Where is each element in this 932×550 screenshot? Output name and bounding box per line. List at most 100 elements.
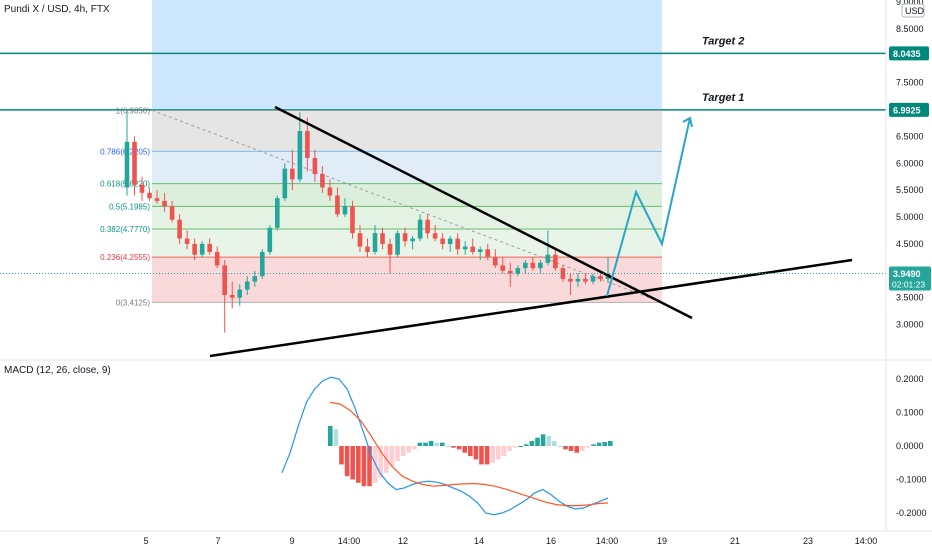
candle xyxy=(184,238,190,244)
x-tick-label: 23 xyxy=(803,536,813,546)
candle xyxy=(477,249,483,252)
y-tick-label: 7.5000 xyxy=(896,78,924,88)
x-tick-label: 19 xyxy=(657,536,667,546)
candle xyxy=(139,184,145,193)
candle xyxy=(282,168,288,199)
macd-histogram-bar xyxy=(496,446,501,460)
candle xyxy=(507,270,513,274)
macd-histogram-bar xyxy=(389,446,395,467)
macd-histogram-bar xyxy=(428,440,434,446)
macd-histogram-bar xyxy=(596,442,602,446)
candle xyxy=(192,243,197,255)
macd-y-tick-label: 0.2000 xyxy=(896,374,924,384)
x-tick-label: 14 xyxy=(474,536,484,546)
candle xyxy=(275,198,280,228)
candle xyxy=(500,265,506,271)
candle xyxy=(342,206,348,215)
signal-line xyxy=(329,401,609,507)
support-trendline xyxy=(209,258,853,358)
macd-y-tick-label: 0.0000 xyxy=(896,441,924,451)
macd-y-tick-label: -0.2000 xyxy=(896,508,927,518)
macd-histogram-bar xyxy=(440,442,445,446)
macd-histogram-bar xyxy=(406,446,411,453)
candle xyxy=(350,206,355,234)
macd-histogram-bar xyxy=(518,446,523,447)
chart-title: Pundi X / USD, 4h, FTX xyxy=(4,4,110,15)
y-tick-label: 4.5000 xyxy=(896,239,924,249)
currency-badge xyxy=(901,3,925,18)
target-zone xyxy=(152,0,662,110)
fib-label: 0.5(5.1985) xyxy=(109,202,150,211)
candle xyxy=(177,219,182,239)
macd-histogram-bar xyxy=(400,446,406,457)
candle xyxy=(432,233,438,239)
y-tick-label: 8.5000 xyxy=(896,24,924,34)
candle xyxy=(568,278,573,282)
candle xyxy=(417,219,423,239)
candle xyxy=(523,262,528,269)
projection-arrowhead xyxy=(682,116,693,128)
candle xyxy=(492,257,498,266)
macd-histogram-bar xyxy=(490,446,495,463)
price-badge xyxy=(889,102,929,117)
y-tick-label: 3.5000 xyxy=(896,293,924,303)
candle xyxy=(410,238,415,242)
macd-histogram-bar xyxy=(580,446,585,452)
fib-label: 0.382(4.7770) xyxy=(100,225,150,234)
macd-histogram-bar xyxy=(540,434,546,446)
macd-histogram-bar xyxy=(568,446,574,452)
x-tick-label: 14:00 xyxy=(855,536,878,546)
candle xyxy=(154,198,160,201)
y-tick-label: 6.5000 xyxy=(896,131,924,141)
resistance-trendline xyxy=(274,105,693,320)
candle xyxy=(214,251,220,266)
fib-band xyxy=(152,183,662,207)
current-price-label: 3.9490 xyxy=(893,269,921,279)
fib-label: 0(3.4125) xyxy=(116,298,151,307)
y-tick-label: 6.0000 xyxy=(896,158,924,168)
candle xyxy=(440,238,445,244)
candle xyxy=(320,174,325,188)
macd-histogram-bar xyxy=(585,446,591,448)
fib-band xyxy=(152,110,662,152)
candle xyxy=(402,233,408,242)
candle xyxy=(132,141,137,185)
candle xyxy=(485,249,491,258)
candle xyxy=(327,187,333,196)
macd-histogram-bar xyxy=(434,442,439,446)
candle xyxy=(447,238,453,244)
fib-band xyxy=(152,151,662,184)
candle xyxy=(162,200,167,207)
macd-y-tick-label: 0.1000 xyxy=(896,408,924,418)
macd-histogram-bar xyxy=(468,446,473,457)
target-label: Target 1 xyxy=(702,92,744,104)
candle xyxy=(372,233,378,252)
candle xyxy=(530,262,536,269)
candle xyxy=(583,278,588,282)
candle xyxy=(538,262,543,269)
macd-histogram-bar xyxy=(484,446,490,465)
candle xyxy=(590,276,596,282)
candle xyxy=(470,246,476,252)
price-badge xyxy=(889,46,929,61)
candle xyxy=(312,157,318,175)
candle xyxy=(207,243,212,252)
macd-histogram-bar xyxy=(417,442,423,446)
macd-y-tick-label: -0.1000 xyxy=(896,475,927,485)
y-tick-label: 5.0000 xyxy=(896,212,924,222)
x-tick-label: 14:00 xyxy=(596,536,619,546)
macd-histogram-bar xyxy=(445,446,451,447)
macd-histogram-bar xyxy=(535,437,540,446)
macd-histogram-bar xyxy=(350,446,355,480)
candle xyxy=(598,276,603,279)
macd-histogram-bar xyxy=(479,446,484,465)
candles-layer xyxy=(124,110,611,333)
projection-path xyxy=(606,117,691,297)
macd-histogram-bar xyxy=(552,440,557,446)
macd-title: MACD (12, 26, close, 9) xyxy=(4,365,111,376)
price-badge-label: 8.0435 xyxy=(893,49,921,59)
candle xyxy=(222,265,228,295)
